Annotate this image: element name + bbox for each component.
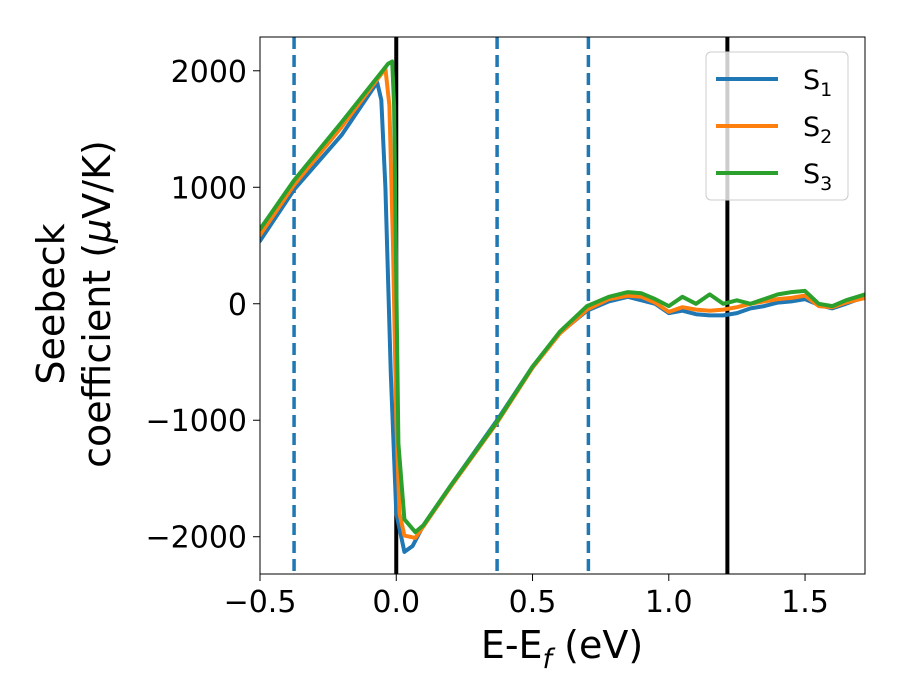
legend-label: S1 bbox=[803, 65, 832, 101]
x-axis-label: E-Ef (eV) bbox=[481, 623, 643, 675]
y-axis-label-line1: Seebeck bbox=[29, 223, 73, 384]
x-tick-label: 0.0 bbox=[372, 585, 420, 620]
legend-label: S2 bbox=[803, 112, 832, 148]
legend-entry-S2: S2 bbox=[716, 112, 832, 148]
y-tick-label: −2000 bbox=[146, 521, 247, 556]
legend: S1 S2 S3 bbox=[705, 51, 849, 201]
y-tick-label: 1000 bbox=[171, 171, 247, 206]
legend-entry-S3: S3 bbox=[716, 159, 832, 195]
y-axis-label-line2: coefficient (μV/K) bbox=[75, 140, 119, 468]
x-axis-ticks: −0.5 0.0 0.5 1.0 1.5 bbox=[224, 574, 829, 620]
y-tick-label: 0 bbox=[228, 288, 247, 323]
x-tick-label: 0.5 bbox=[509, 585, 557, 620]
x-tick-label: 1.0 bbox=[645, 585, 693, 620]
y-tick-label: 2000 bbox=[171, 55, 247, 90]
legend-label: S3 bbox=[803, 159, 832, 195]
y-axis-ticks: −2000 −1000 0 1000 2000 bbox=[146, 55, 260, 556]
series-line-S2 bbox=[260, 66, 865, 540]
y-tick-label: −1000 bbox=[146, 404, 247, 439]
y-axis-label: Seebeck coefficient (μV/K) bbox=[29, 140, 119, 468]
series-line-S3 bbox=[260, 59, 865, 535]
legend-entry-S1: S1 bbox=[716, 65, 832, 101]
x-tick-label: 1.5 bbox=[781, 585, 829, 620]
x-tick-label: −0.5 bbox=[224, 585, 297, 620]
series-lines bbox=[260, 59, 865, 554]
plot-frame bbox=[259, 36, 866, 575]
